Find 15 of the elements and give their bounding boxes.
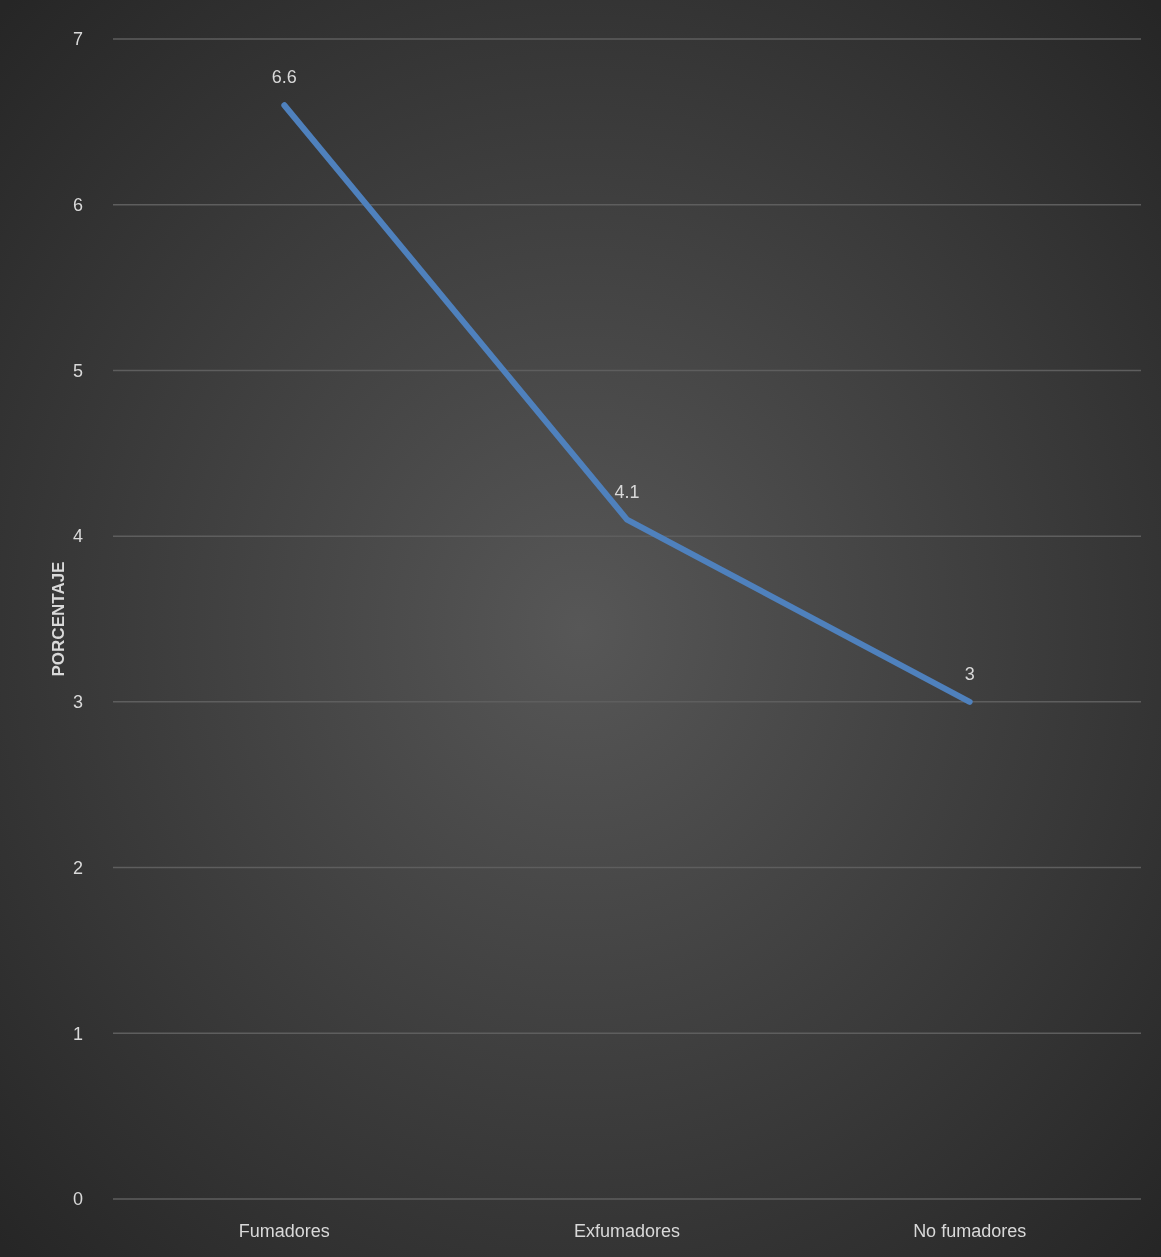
y-tick-label: 4	[72, 526, 83, 547]
x-tick-label: No fumadores	[913, 1221, 1027, 1241]
x-tick-label: Fumadores	[238, 1221, 330, 1241]
y-axis-title: PORCENTAJE	[49, 561, 68, 677]
data-label: 3	[964, 663, 975, 684]
y-tick-label: 7	[72, 29, 83, 50]
data-label: 6.6	[271, 67, 297, 88]
y-tick-label: 5	[72, 360, 83, 381]
y-tick-label: 3	[72, 692, 83, 713]
y-tick-label: 6	[72, 195, 83, 216]
x-tick-label: Exfumadores	[573, 1221, 681, 1241]
y-tick-label: 2	[72, 857, 83, 878]
y-tick-label: 0	[72, 1189, 83, 1210]
y-tick-label: 1	[72, 1023, 83, 1044]
data-label: 4.1	[614, 481, 640, 502]
